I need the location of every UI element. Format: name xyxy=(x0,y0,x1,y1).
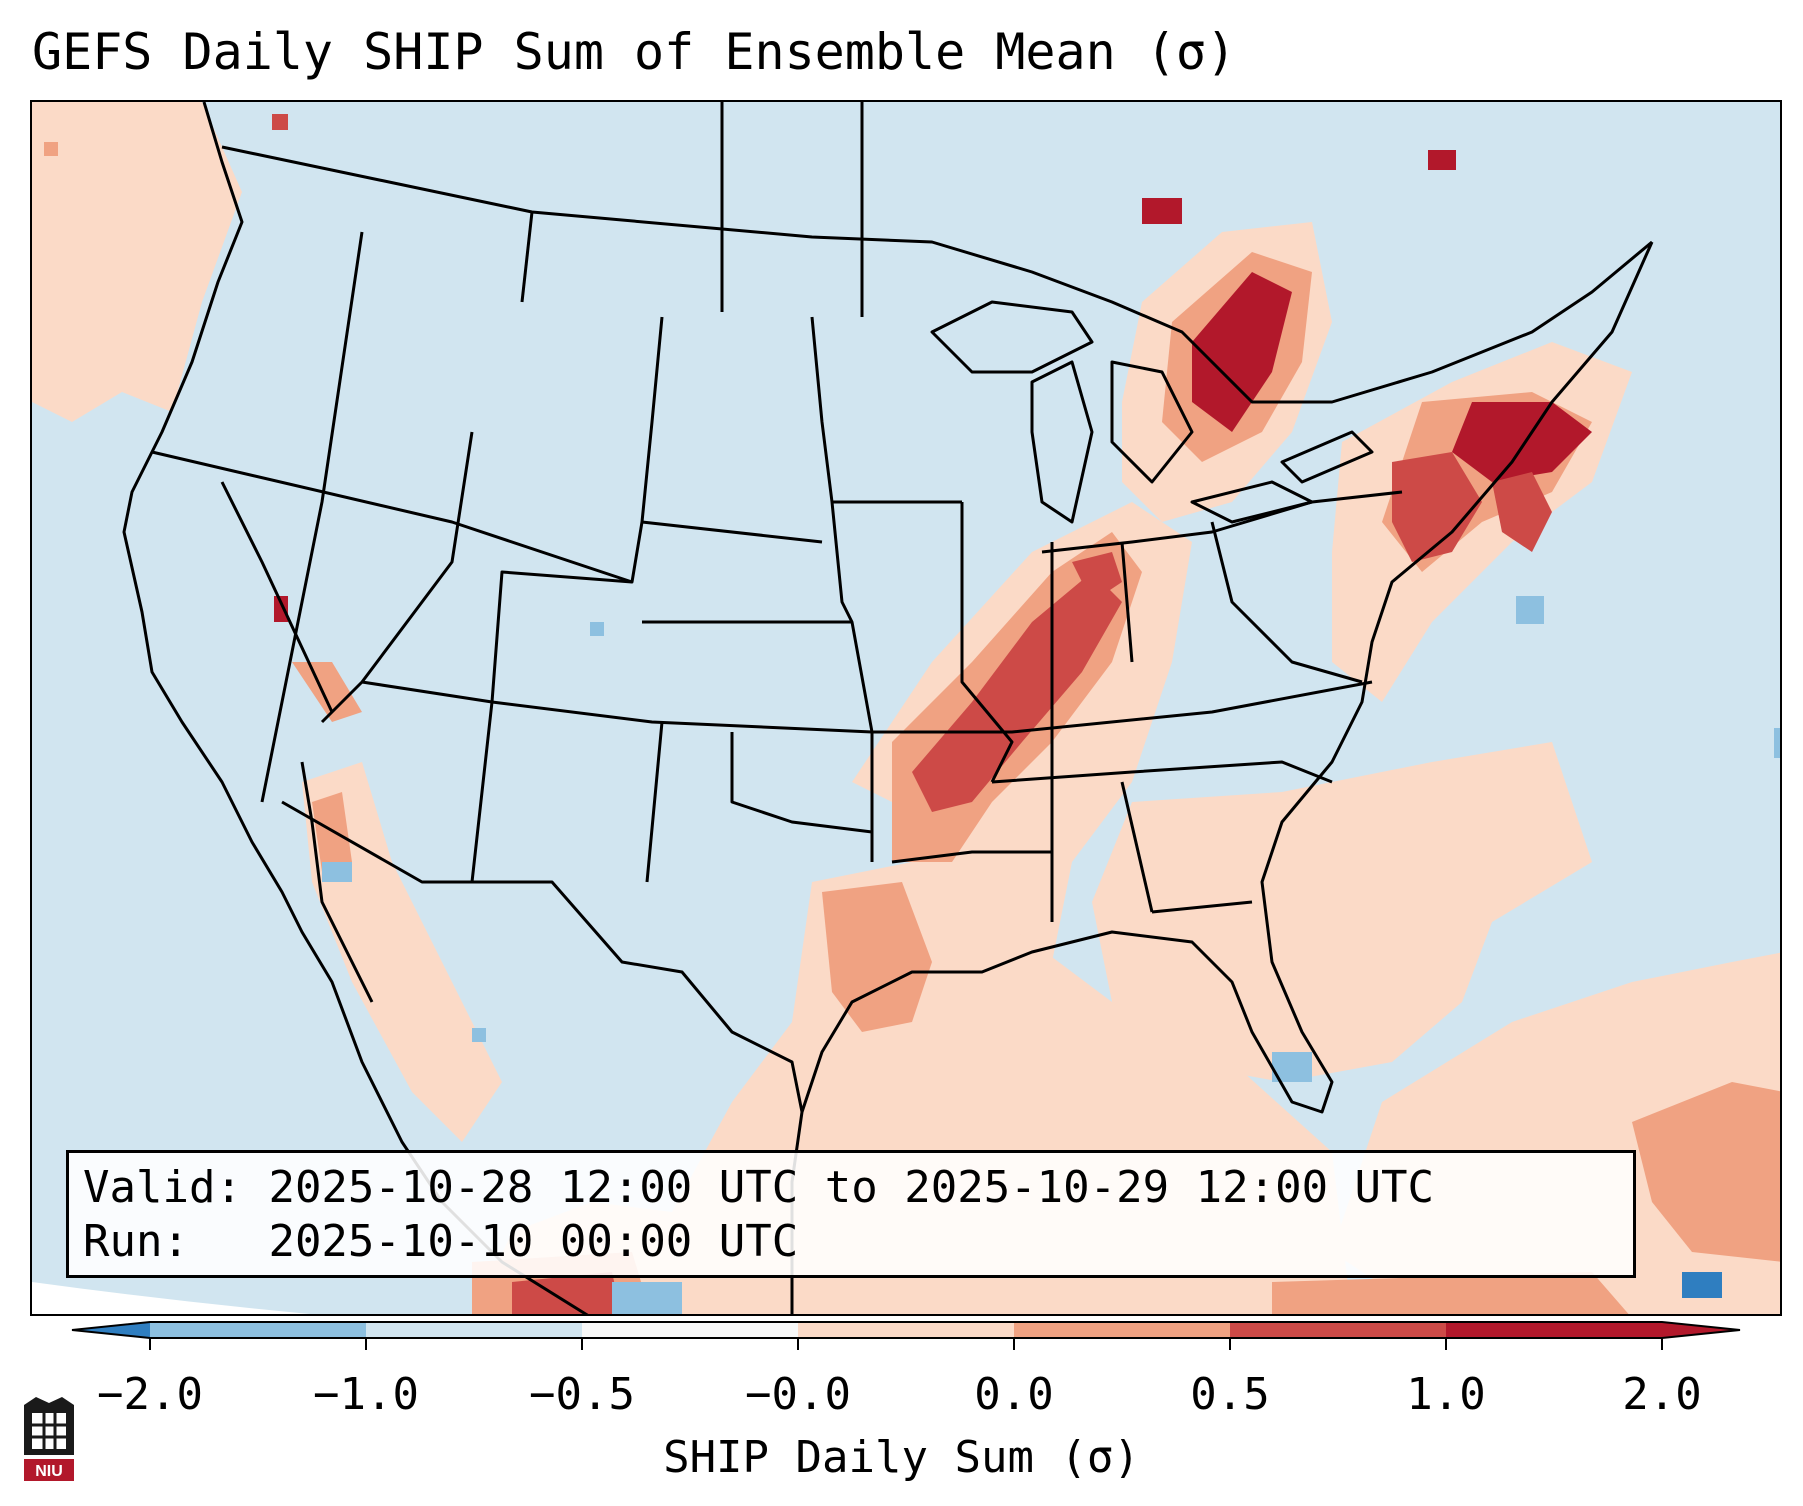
valid-label: Valid: xyxy=(83,1162,242,1213)
map-title: GEFS Daily SHIP Sum of Ensemble Mean (σ) xyxy=(32,23,1237,81)
logo-text: NIU xyxy=(35,1463,63,1480)
colorbar-tick-label: 1.0 xyxy=(1406,1369,1486,1420)
colorbar-segments xyxy=(71,1321,1741,1339)
colorbar-tick-label: 2.0 xyxy=(1622,1369,1702,1420)
valid-value: 2025-10-28 12:00 UTC to 2025-10-29 12:00… xyxy=(268,1162,1435,1213)
niu-logo: NIU xyxy=(24,1397,74,1481)
colorbar-segment xyxy=(1446,1322,1662,1338)
colorbar-outline xyxy=(71,1321,1741,1339)
colorbar-segment xyxy=(366,1322,582,1338)
colorbar-tick-label: 0.0 xyxy=(974,1369,1054,1420)
colorbar-label: SHIP Daily Sum (σ) xyxy=(663,1432,1140,1483)
colorbar-extend-low xyxy=(72,1322,150,1338)
colorbar-segment xyxy=(1230,1322,1446,1338)
colorbar-segment xyxy=(582,1322,798,1338)
colorbar-tick-label: −0.5 xyxy=(529,1369,635,1420)
colorbar-segment xyxy=(150,1322,366,1338)
run-value: 2025-10-10 00:00 UTC xyxy=(268,1216,799,1267)
run-label: Run: xyxy=(83,1216,189,1267)
colorbar-tick-label: −2.0 xyxy=(97,1369,203,1420)
colorbar-tick-label: 0.5 xyxy=(1190,1369,1270,1420)
map-canvas xyxy=(32,102,1780,1314)
colorbar-tick-label: −0.0 xyxy=(745,1369,851,1420)
valid-run-info-box: Valid: 2025-10-28 12:00 UTC to 2025-10-2… xyxy=(66,1150,1636,1278)
colorbar-tick-label: −1.0 xyxy=(313,1369,419,1420)
colorbar-ticks xyxy=(149,1338,1663,1350)
map-panel xyxy=(30,100,1782,1316)
colorbar-segment xyxy=(1014,1322,1230,1338)
colorbar-extend-high xyxy=(1662,1322,1740,1338)
boundaries xyxy=(122,102,1654,1314)
colorbar-segment xyxy=(798,1322,1014,1338)
